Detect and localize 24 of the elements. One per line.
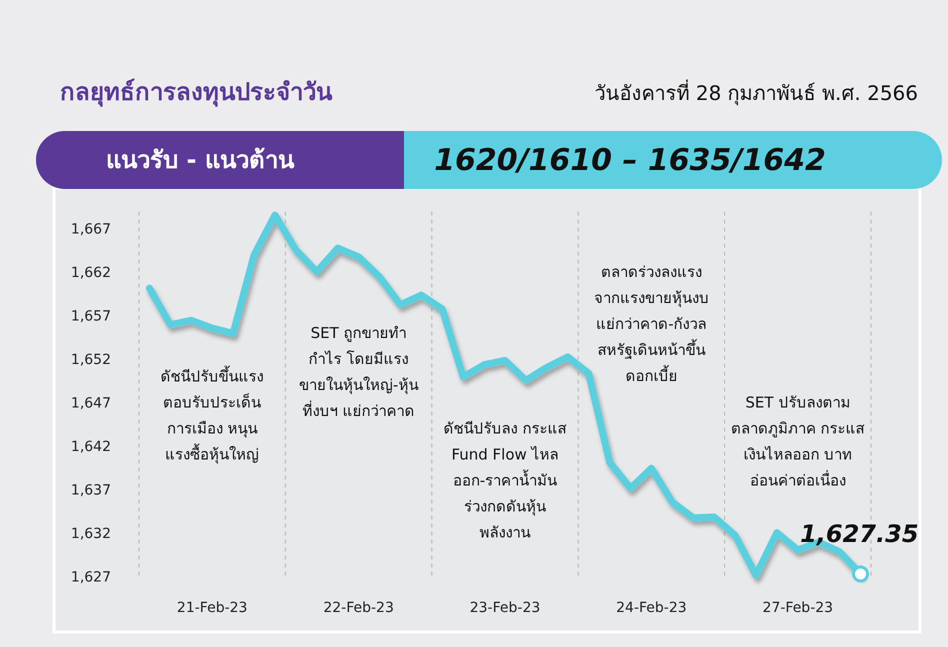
text: แนวรับ - แนวต้าน: [106, 146, 295, 174]
x-tick-label: 27-Feb-23: [762, 600, 834, 616]
y-tick-label: 1,632: [70, 526, 111, 542]
text: 1620/1610 – 1635/1642: [434, 143, 826, 178]
y-tick-label: 1,647: [70, 395, 111, 412]
y-tick-label: 1,637: [70, 482, 111, 498]
y-tick-label: 1,667: [70, 221, 111, 238]
annotation: ดัชนีปรับลง กระแส Fund Flow ไหล ออก-ราคาน้ำมัน ร่วงกดดันหุ้น พลังงาน: [444, 419, 566, 542]
chart-title: กลยุทธ์การลงทุนประจำวัน: [60, 78, 333, 108]
y-tick-label: 1,652: [70, 352, 111, 368]
y-tick-label: 1,662: [70, 264, 111, 281]
annotation: ดัชนีปรับขึ้นแรง ตอบรับประเด็น การเมือง หนุน แรงซื้อหุ้นใหญ่: [160, 365, 264, 464]
y-tick-label: 1,642: [70, 438, 111, 455]
x-tick-label: 24-Feb-23: [616, 600, 687, 616]
x-tick-label: 23-Feb-23: [470, 600, 540, 616]
annotation: SET ถูกขายทำ กำไร โดยมีแรง ขายในหุ้นใหญ่-หุ้น ที่งบฯ แย่กว่าคาด: [298, 324, 418, 420]
annotation: ตลาดร่วงลงแรง จากแรงขายหุ้นงบ แย่กว่าคาด-กังวล สหรัฐเดินหน้าขึ้น ดอกเบี้ย: [594, 262, 709, 385]
annotation: SET ปรับลงตาม ตลาดภูมิภาค กระแส เงินไหลออก บาท อ่อนค่าต่อเนื่อง: [730, 393, 865, 490]
y-tick-label: 1,627: [70, 569, 111, 586]
x-tick-label: 21-Feb-23: [176, 600, 248, 616]
chart-subtitle: วันอังคารที่ 28 กุมภาพันธ์ พ.ศ. 2566: [594, 79, 918, 106]
data-label: 1,627.35: [800, 520, 919, 548]
x-tick-label: 22-Feb-23: [323, 600, 394, 616]
y-tick-label: 1,657: [70, 308, 111, 324]
